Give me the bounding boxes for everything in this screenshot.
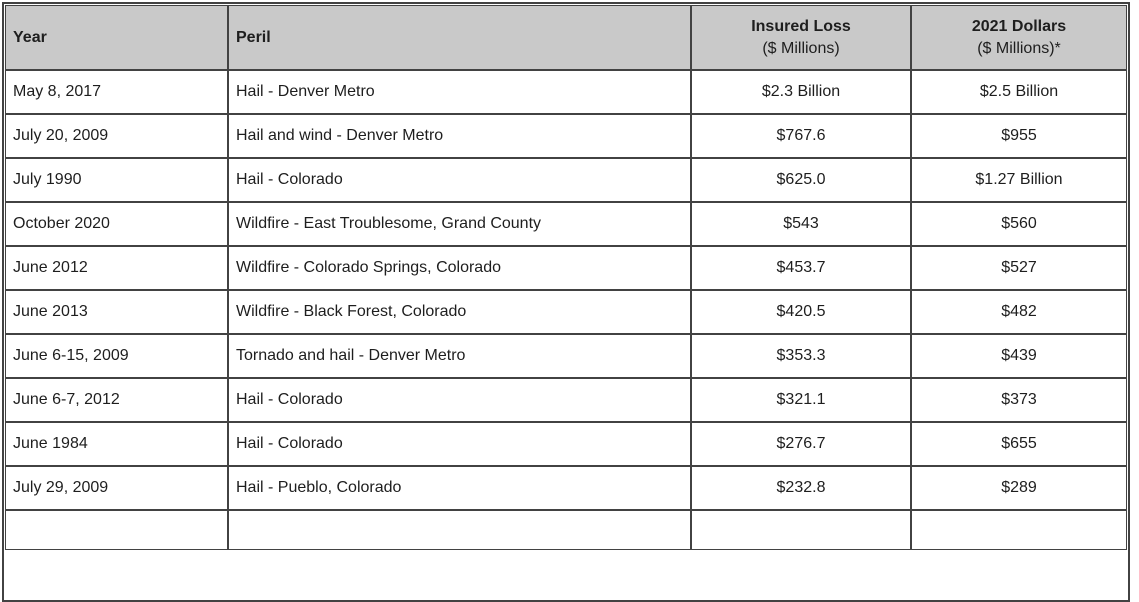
cell-insured-loss: $453.7 [691, 246, 911, 290]
cell-empty [911, 510, 1127, 550]
cell-2021-dollars: $655 [911, 422, 1127, 466]
table-row: June 6-15, 2009 Tornado and hail - Denve… [5, 334, 1127, 378]
cell-empty [228, 510, 691, 550]
cell-peril: Hail - Denver Metro [228, 70, 691, 114]
cell-year: July 1990 [5, 158, 228, 202]
cell-2021-dollars: $482 [911, 290, 1127, 334]
column-header-label: 2021 Dollars [971, 18, 1067, 35]
table-row: July 1990 Hail - Colorado $625.0 $1.27 B… [5, 158, 1127, 202]
cell-insured-loss: $767.6 [691, 114, 911, 158]
cell-2021-dollars: $1.27 Billion [911, 158, 1127, 202]
cell-insured-loss: $353.3 [691, 334, 911, 378]
cell-2021-dollars: $527 [911, 246, 1127, 290]
table-row: July 29, 2009 Hail - Pueblo, Colorado $2… [5, 466, 1127, 510]
cell-peril: Wildfire - Colorado Springs, Colorado [228, 246, 691, 290]
cell-year: June 2013 [5, 290, 228, 334]
table-row: June 2013 Wildfire - Black Forest, Color… [5, 290, 1127, 334]
cell-year: June 6-15, 2009 [5, 334, 228, 378]
column-header-peril: Peril [228, 5, 691, 70]
cell-insured-loss: $420.5 [691, 290, 911, 334]
cell-peril: Hail - Colorado [228, 158, 691, 202]
cell-2021-dollars: $560 [911, 202, 1127, 246]
cell-empty [5, 510, 228, 550]
column-header-label: Insured Loss [751, 18, 851, 35]
cell-peril: Hail - Colorado [228, 378, 691, 422]
cell-year: May 8, 2017 [5, 70, 228, 114]
cell-year: June 6-7, 2012 [5, 378, 228, 422]
cell-empty [691, 510, 911, 550]
cell-2021-dollars: $289 [911, 466, 1127, 510]
table-row: July 20, 2009 Hail and wind - Denver Met… [5, 114, 1127, 158]
cell-2021-dollars: $2.5 Billion [911, 70, 1127, 114]
cell-year: October 2020 [5, 202, 228, 246]
cell-year: June 1984 [5, 422, 228, 466]
table-row: June 6-7, 2012 Hail - Colorado $321.1 $3… [5, 378, 1127, 422]
table-row: May 8, 2017 Hail - Denver Metro $2.3 Bil… [5, 70, 1127, 114]
column-header-label: Peril [236, 28, 271, 46]
cell-year: June 2012 [5, 246, 228, 290]
cell-insured-loss: $543 [691, 202, 911, 246]
cell-peril: Hail - Pueblo, Colorado [228, 466, 691, 510]
column-header-insured-loss: Insured Loss ($ Millions) [691, 5, 911, 70]
cell-2021-dollars: $955 [911, 114, 1127, 158]
table-row: October 2020 Wildfire - East Troublesome… [5, 202, 1127, 246]
cell-peril: Wildfire - East Troublesome, Grand Count… [228, 202, 691, 246]
cell-insured-loss: $625.0 [691, 158, 911, 202]
column-header-year: Year [5, 5, 228, 70]
column-header-sublabel: ($ Millions)* [977, 40, 1061, 57]
cell-insured-loss: $2.3 Billion [691, 70, 911, 114]
cell-peril: Tornado and hail - Denver Metro [228, 334, 691, 378]
cell-insured-loss: $232.8 [691, 466, 911, 510]
cell-peril: Wildfire - Black Forest, Colorado [228, 290, 691, 334]
table-row-clipped [5, 510, 1127, 550]
cell-2021-dollars: $373 [911, 378, 1127, 422]
cell-year: July 20, 2009 [5, 114, 228, 158]
header-row: Year Peril Insured Loss ($ Millions) 202… [5, 5, 1127, 70]
column-header-2021-dollars: 2021 Dollars ($ Millions)* [911, 5, 1127, 70]
column-header-label: Year [13, 28, 47, 46]
cell-insured-loss: $321.1 [691, 378, 911, 422]
column-header-sublabel: ($ Millions) [762, 40, 840, 57]
insured-loss-table: Year Peril Insured Loss ($ Millions) 202… [5, 5, 1127, 550]
table-row: June 1984 Hail - Colorado $276.7 $655 [5, 422, 1127, 466]
cell-peril: Hail and wind - Denver Metro [228, 114, 691, 158]
cell-year: July 29, 2009 [5, 466, 228, 510]
table-row: June 2012 Wildfire - Colorado Springs, C… [5, 246, 1127, 290]
cell-peril: Hail - Colorado [228, 422, 691, 466]
cell-insured-loss: $276.7 [691, 422, 911, 466]
cell-2021-dollars: $439 [911, 334, 1127, 378]
